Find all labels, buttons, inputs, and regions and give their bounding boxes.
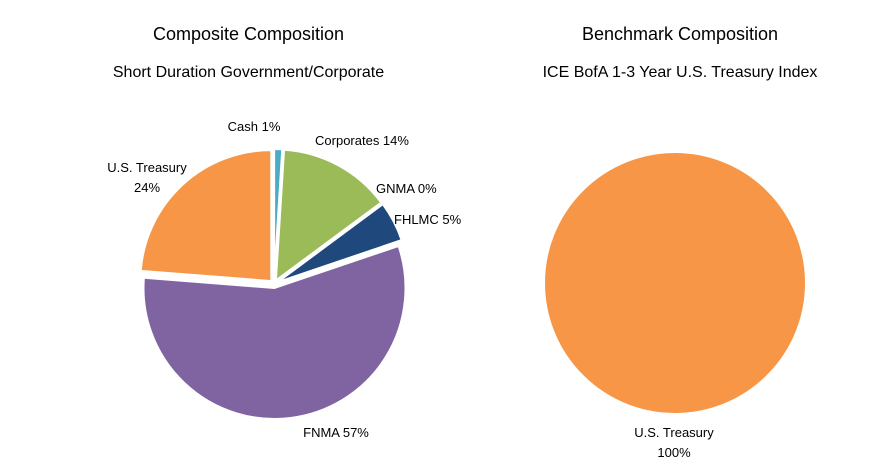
composite-label-corporates: Corporates 14% xyxy=(315,133,409,148)
benchmark-label-u-s-treasury: U.S. Treasury 100% xyxy=(634,425,714,460)
composite-chart-subtitle: Short Duration Government/Corporate xyxy=(112,64,385,81)
composite-label-u-s-treasury: U.S. Treasury 24% xyxy=(107,160,187,195)
composite-chart-title: Composite Composition xyxy=(152,24,345,44)
benchmark-slice-u-s-treasury xyxy=(543,151,807,415)
composite-slice-fhlmc xyxy=(276,202,403,284)
benchmark-chart-title: Benchmark Composition xyxy=(581,24,779,44)
composite-label-fhlmc: FHLMC 5% xyxy=(394,212,462,227)
composite-slice-fnma xyxy=(142,244,407,420)
composite-slice-corporates xyxy=(274,148,383,283)
composite-slice-u-s-treasury xyxy=(139,149,273,283)
composite-slice-cash xyxy=(273,148,284,281)
composite-label-fnma: FNMA 57% xyxy=(303,425,369,440)
composite-label-gnma: GNMA 0% xyxy=(376,181,437,196)
benchmark-chart-subtitle: ICE BofA 1-3 Year U.S. Treasury Index xyxy=(542,64,818,81)
composite-label-cash: Cash 1% xyxy=(228,119,281,134)
